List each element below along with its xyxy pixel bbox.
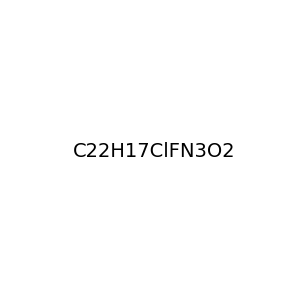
Text: C22H17ClFN3O2: C22H17ClFN3O2 — [72, 142, 235, 161]
